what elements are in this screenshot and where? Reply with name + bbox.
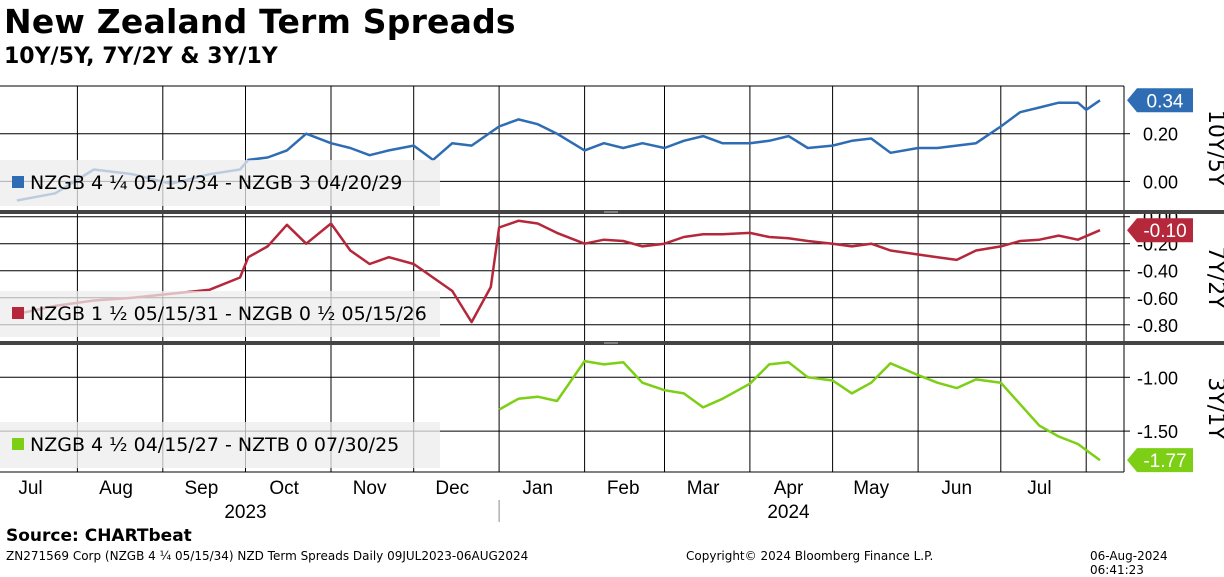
y-tick-label: 0.00	[1143, 172, 1178, 192]
y-tick-label: -0.60	[1137, 289, 1178, 309]
x-tick-label: Jun	[941, 478, 972, 499]
x-tick-label: Jul	[18, 478, 42, 499]
legend-label: NZGB 4 ½ 04/15/27 - NZTB 0 07/30/25	[30, 434, 399, 456]
panel-label: 10Y/5Y	[1203, 110, 1224, 187]
legend-swatch	[12, 438, 24, 450]
panel-label: 3Y/1Y	[1203, 377, 1224, 440]
x-tick-label: Sep	[184, 478, 218, 499]
legend-label: NZGB 4 ¼ 05/15/34 - NZGB 3 04/20/29	[30, 172, 402, 194]
x-tick-label: Jan	[522, 478, 553, 499]
y-tick-label: -1.50	[1137, 422, 1178, 442]
x-tick-label: Mar	[687, 478, 720, 499]
x-tick-label: Apr	[774, 478, 804, 499]
legend-label: NZGB 1 ½ 05/15/31 - NZGB 0 ½ 05/15/26	[30, 303, 427, 325]
copyright-label: Copyright© 2024 Bloomberg Finance L.P.	[686, 549, 934, 563]
source-label: Source: CHARTbeat	[6, 526, 192, 546]
x-tick-label: Jul	[1027, 478, 1051, 499]
last-value-badge	[1127, 88, 1193, 113]
legend-box	[0, 422, 440, 468]
y-tick-label: -1.00	[1137, 368, 1178, 388]
page-title: New Zealand Term Spreads	[4, 2, 516, 41]
legend-swatch	[12, 307, 24, 319]
page-subtitle: 10Y/5Y, 7Y/2Y & 3Y/1Y	[4, 44, 278, 69]
y-tick-label: -0.80	[1137, 316, 1178, 336]
x-year-label: 2023	[224, 502, 266, 523]
legend-box	[0, 160, 440, 206]
series-line-7y-2y	[16, 219, 1101, 324]
legend-box	[0, 291, 440, 337]
y-tick-label: 0.20	[1143, 125, 1178, 145]
x-tick-label: Aug	[99, 478, 133, 499]
series-line-3y-1y	[498, 359, 1101, 462]
last-value-label: 0.34	[1147, 91, 1184, 112]
x-tick-label: Feb	[607, 478, 640, 499]
x-year-label: 2024	[767, 502, 810, 523]
ticker-info: ZN271569 Corp (NZGB 4 ¼ 05/15/34) NZD Te…	[6, 549, 529, 563]
last-value-badge	[1127, 448, 1193, 473]
last-value-badge	[1127, 218, 1193, 243]
x-tick-label: Oct	[269, 478, 299, 499]
x-tick-label: Nov	[353, 478, 387, 499]
legend-swatch	[12, 176, 24, 188]
x-tick-label: May	[853, 478, 889, 499]
last-value-label: -1.77	[1143, 451, 1186, 472]
timestamp-label: 06-Aug-2024 06:41:23	[1090, 549, 1168, 577]
panel-label: 7Y/2Y	[1203, 246, 1224, 309]
x-tick-label: Dec	[435, 478, 469, 499]
series-line-10y-5y	[16, 99, 1101, 202]
last-value-label: -0.10	[1143, 221, 1186, 242]
y-tick-label: -0.40	[1137, 262, 1178, 282]
